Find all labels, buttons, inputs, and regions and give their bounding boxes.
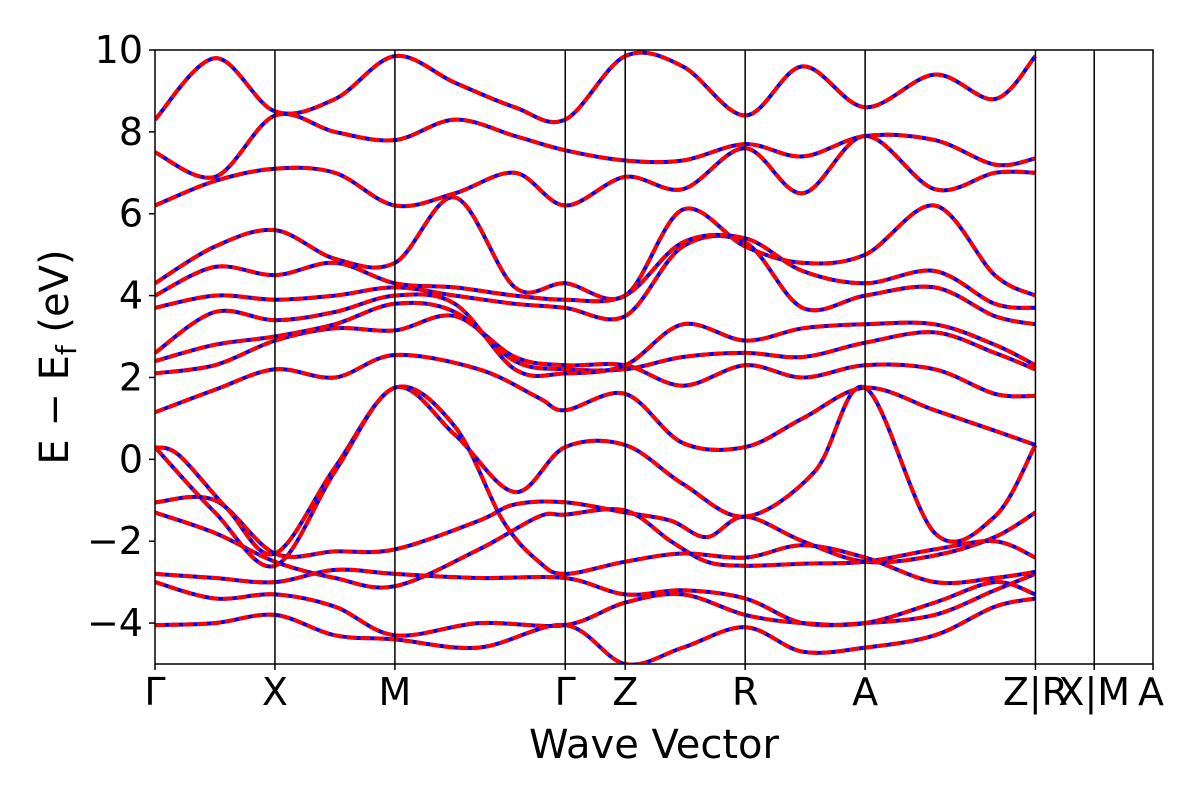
y-tick-label-1: −2: [87, 519, 143, 563]
band-14-red: [155, 133, 1036, 209]
x-tick-label-7: Z|R: [1003, 670, 1068, 715]
band-10-red: [155, 292, 1037, 378]
x-tick-label-2: M: [379, 670, 412, 714]
band-14-blue: [155, 133, 1036, 209]
x-tick-label-9: A: [1138, 670, 1164, 714]
band-16-red: [155, 50, 1037, 125]
x-tick-label-0: Γ: [144, 670, 165, 714]
band-3-red: [155, 580, 1037, 638]
band-8-blue: [155, 313, 1036, 399]
band-8-red: [155, 313, 1036, 399]
x-axis-label: Wave Vector: [529, 722, 780, 768]
x-tick-label-5: R: [732, 670, 758, 714]
y-tick-label-0: −4: [87, 601, 143, 645]
band-6-blue: [155, 384, 1038, 569]
y-axis-label-unit: (eV): [32, 249, 78, 345]
band-7-red: [155, 352, 1037, 452]
band-2-red: [155, 567, 1037, 628]
band-0-red: [155, 494, 1037, 565]
kpoint-lines: [274, 50, 1095, 664]
band-13-blue: [155, 195, 1037, 302]
band-1-blue: [155, 507, 1037, 590]
band-11-blue: [155, 233, 1036, 327]
band-12-red: [155, 232, 1036, 310]
band-13-red: [155, 195, 1037, 302]
band-11-red: [155, 233, 1036, 327]
y-tick-label-5: 6: [119, 192, 143, 236]
y-tick-label-7: 10: [95, 28, 143, 72]
y-tick-label-4: 4: [119, 274, 143, 318]
y-tick-label-6: 8: [119, 110, 143, 154]
band-1-red: [155, 507, 1037, 590]
x-tick-label-4: Z: [612, 670, 638, 714]
y-axis-label: E − Ef (eV): [32, 249, 83, 464]
y-axis-label-subscript: f: [50, 344, 83, 355]
band-6-red: [155, 384, 1038, 569]
x-tick-label-1: X: [262, 670, 288, 714]
x-tick-label-3: Γ: [555, 670, 576, 714]
plot-frame: [154, 49, 1154, 665]
x-tick-label-8: X|M: [1058, 670, 1130, 715]
x-tick-label-6: A: [852, 670, 878, 714]
band-4-blue: [155, 596, 1036, 664]
y-axis-label-main: E − E: [32, 355, 78, 465]
x-axis-ticks: Γ X M Γ Z R A Z|RX|M A: [144, 664, 1164, 715]
y-tick-label-3: 2: [119, 355, 143, 399]
band-lines: [155, 50, 1038, 664]
band-4-red: [155, 596, 1036, 664]
y-axis-ticks: −4 −2 0 2 4 6 8 10: [87, 28, 155, 645]
band-3-blue: [155, 580, 1037, 638]
y-tick-label-2: 0: [119, 437, 143, 481]
